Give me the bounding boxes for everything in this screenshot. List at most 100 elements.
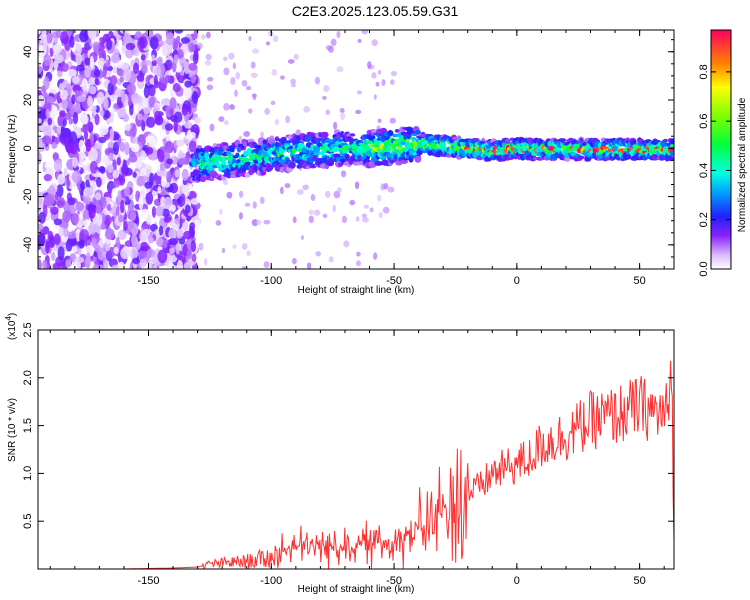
snr-panel: -150 -100 -50 0 50 0.5 1.0 1.5 2.0 2.5 Height of … [4,313,675,595]
spectrogram-cell [92,264,99,269]
spectrogram-cell [218,116,225,122]
spectrogram-cell [120,247,130,260]
spectrogram-cell [88,206,96,219]
spectrogram-cell [69,35,75,48]
spectrogram-cell [151,59,157,66]
spectrogram-cell [175,242,181,255]
spectrogram-cell [127,220,134,230]
spectrogram-cell [87,95,93,108]
spectrogram-cell [184,121,193,129]
spectrogram-cell [38,94,45,107]
spectrogram-cell [82,219,88,227]
spectrogram-cell [343,240,350,248]
spectrogram-cell [558,138,567,143]
spectrogram-y-axis-label: Frequency (Hz) [7,115,18,184]
spectrogram-cell [361,213,367,218]
spectrogram-cell [395,138,403,144]
spectrogram-cell [124,186,131,197]
spectrogram-cell [156,64,161,77]
colorbar-tick-label: 0.6 [698,114,710,129]
spectrogram-cell [355,216,360,222]
spectrogram-cell [204,258,208,266]
x-tick-label: 0 [514,275,520,287]
spectrogram-cell [107,141,115,150]
spectrogram-cell [221,247,226,254]
spectrogram-cell [387,130,394,136]
spectrogram-cell [103,110,111,119]
spectrogram-cell [112,65,118,74]
spectrogram-cell [252,48,260,54]
spectrogram-cell [166,32,174,46]
spectrogram-cell [52,42,63,54]
y-tick-label: 1.5 [22,418,34,433]
spectrogram-cell [139,185,147,199]
spectrogram-cell [38,184,46,193]
spectrogram-cell [45,240,50,254]
spectrogram-cell [42,259,48,269]
snr-y-scale-prefix: (x10 [7,320,18,340]
spectrogram-cell [43,76,50,90]
spectrogram-cell [123,68,131,82]
spectrogram-cell [132,257,141,265]
spectrogram-cell [639,149,644,154]
spectrogram-cell [204,60,212,66]
spectrogram-cell [135,156,143,168]
spectrogram-cell [85,252,91,265]
spectrogram-cell [186,237,192,250]
spectrogram-cell [72,156,78,168]
spectrogram-cell [371,72,377,79]
spectrogram-cell [183,84,192,99]
spectrogram-cell [83,196,91,205]
spectrogram-cell [293,53,299,60]
spectrogram-cell [80,114,89,125]
spectrogram-cell [306,262,312,269]
spectrogram-cell [175,70,181,80]
spectrogram-cell [117,190,122,204]
spectrogram-cell [669,140,674,146]
spectrogram-cell [308,215,314,224]
spectrogram-cell [112,141,120,156]
spectrogram-cell [373,252,378,260]
spectrogram-cell [146,116,156,128]
spectrogram-cell [208,167,215,172]
spectrogram-cell [59,89,68,101]
spectrogram-cell [77,248,82,256]
spectrogram-cell [53,159,63,173]
spectrogram-cell [135,190,140,202]
spectrogram-cell [177,158,187,165]
spectrogram-cell [357,38,362,44]
spectrogram-cell [94,244,101,253]
spectrogram-cell [79,30,89,43]
page-title: C2E3.2025.123.05.59.G31 [291,3,459,19]
spectrogram-cell [226,191,233,199]
spectrogram-cell [197,145,202,149]
spectrogram-cell [180,37,190,44]
spectrogram-cell [158,225,164,236]
spectrogram-cell [189,222,196,231]
spectrogram-cell [260,170,267,176]
spectrogram-cell [65,259,72,268]
spectrogram-cell [145,191,154,205]
y-tick-label: 2.5 [22,322,34,337]
spectrogram-cell [353,150,359,155]
spectrogram-cell [323,85,330,92]
spectrogram-cell [188,62,198,71]
colorbar-tick-label: 0.0 [698,261,710,276]
colorbar-tick-label: 0.2 [698,212,710,227]
spectrogram-cell [102,63,108,77]
spectrogram-cell [183,230,193,240]
spectrogram-cell [181,108,188,116]
spectrogram-cell [43,174,52,182]
spectrogram-cell [83,187,93,199]
spectrogram-cell [160,175,166,187]
spectrogram-cell [375,81,380,87]
spectrogram-cell [287,59,295,64]
spectrogram-cell [349,133,356,137]
spectrogram-cell [337,138,344,142]
colorbar-gradient [711,30,731,269]
snr-x-axis-label: Height of straight line (km) [298,584,415,595]
spectrogram-cell [308,150,315,154]
spectrogram-cell [88,76,96,86]
spectrogram-cell [76,64,85,72]
spectrogram-cell [167,261,174,269]
